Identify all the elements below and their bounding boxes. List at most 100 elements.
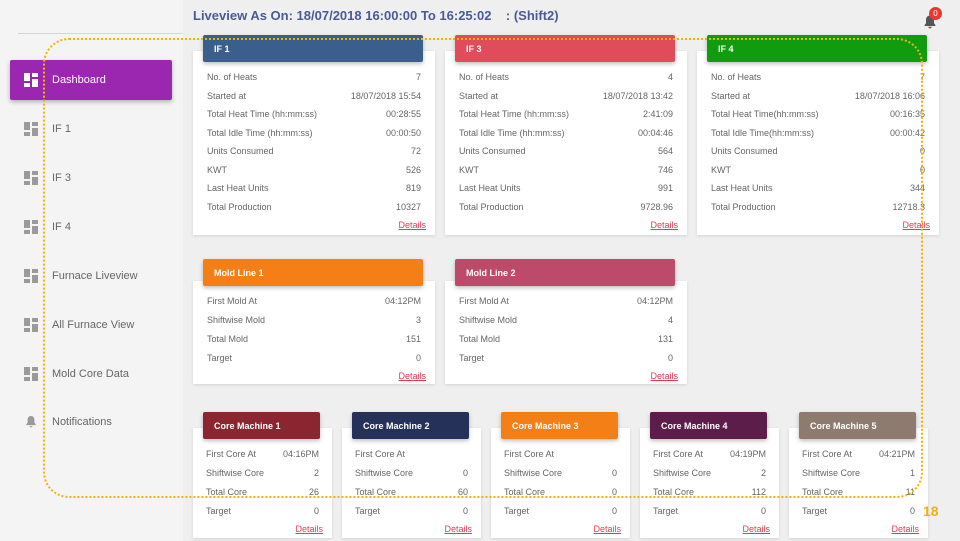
details-link[interactable]: Details bbox=[891, 524, 919, 534]
details-link[interactable]: Details bbox=[398, 220, 426, 230]
details-link[interactable]: Details bbox=[295, 524, 323, 534]
stat-row: First Core At bbox=[355, 449, 468, 463]
stat-row: Target 0 bbox=[355, 506, 468, 520]
sidebar-item-dashboard[interactable]: Dashboard bbox=[10, 60, 172, 100]
details-link[interactable]: Details bbox=[650, 220, 678, 230]
stat-row: Target 0 bbox=[206, 506, 319, 520]
stat-row: Total Core 0 bbox=[504, 487, 617, 501]
stat-label: Target bbox=[504, 506, 530, 516]
core-machine-card-core-machine-4: Core Machine 4 First Core At 04:19PM Shiftw… bbox=[640, 412, 779, 538]
stat-value: 18/07/2018 15:54 bbox=[350, 90, 421, 101]
sidebar-item-label: Notifications bbox=[52, 416, 112, 428]
stat-label: Total Core bbox=[355, 487, 397, 497]
stat-value: 2 bbox=[313, 468, 319, 478]
stat-value: 7 bbox=[415, 72, 421, 82]
details-link[interactable]: Details bbox=[650, 371, 678, 381]
stat-value: 00:00:42 bbox=[889, 127, 925, 138]
stat-row: Shiftwise Core 2 bbox=[206, 468, 319, 482]
card-title: IF 3 bbox=[466, 43, 482, 54]
stat-row: Shiftwise Core 0 bbox=[355, 468, 468, 482]
sidebar-item-notifications[interactable]: Notifications bbox=[10, 402, 172, 442]
sidebar-item-furnace-liveview[interactable]: Furnace Liveview bbox=[10, 256, 172, 296]
stat-label: Shiftwise Core bbox=[504, 468, 563, 478]
card-header: Core Machine 5 bbox=[799, 412, 916, 439]
stat-row: Target 0 bbox=[802, 506, 915, 520]
stat-row: Total Production 9728.96 bbox=[459, 202, 673, 216]
sidebar-item-label: All Furnace View bbox=[52, 319, 135, 331]
stat-label: Total Production bbox=[459, 201, 524, 212]
stat-value: 18/07/2018 13:42 bbox=[602, 90, 673, 101]
stat-label: Total Idle Time(hh:mm:ss) bbox=[711, 127, 815, 138]
furnace-card-if-3: IF 3 No. of Heats 4 Started at 18/07/2018 13… bbox=[445, 35, 687, 235]
stat-label: Total Core bbox=[653, 487, 695, 497]
sidebar-item-if-3[interactable]: IF 3 bbox=[10, 158, 172, 198]
stat-label: Total Heat Time (hh:mm:ss) bbox=[459, 109, 570, 119]
stat-row: Last Heat Units 991 bbox=[459, 183, 673, 197]
card-title: Core Machine 1 bbox=[214, 420, 281, 431]
stat-row: First Core At 04:21PM bbox=[802, 449, 915, 463]
stat-label: Shiftwise Mold bbox=[207, 315, 266, 325]
stat-row: Started at 18/07/2018 13:42 bbox=[459, 91, 673, 105]
stat-label: No. of Heats bbox=[207, 72, 258, 82]
stat-value: 04:12PM bbox=[384, 296, 421, 306]
stat-label: Target bbox=[206, 506, 232, 516]
details-link[interactable]: Details bbox=[444, 524, 472, 534]
stat-value: 0 bbox=[611, 487, 617, 497]
stat-row: Target 0 bbox=[653, 506, 766, 520]
stat-value: 0 bbox=[611, 468, 617, 478]
stat-row: Shiftwise Core 1 bbox=[802, 468, 915, 482]
sidebar-item-if-4[interactable]: IF 4 bbox=[10, 207, 172, 247]
dashboard-icon bbox=[24, 269, 38, 283]
dashboard-icon bbox=[24, 220, 38, 234]
stat-value: 1 bbox=[909, 468, 915, 478]
stat-row: Total Core 11 bbox=[802, 487, 915, 501]
stat-value: 2:41:09 bbox=[642, 109, 673, 119]
stat-row: Target 0 bbox=[459, 353, 673, 367]
stat-value: 0 bbox=[611, 506, 617, 516]
card-header: Mold Line 1 bbox=[203, 259, 423, 286]
details-link[interactable]: Details bbox=[902, 220, 930, 230]
stat-label: Started at bbox=[207, 90, 247, 101]
sidebar-item-label: IF 3 bbox=[52, 172, 71, 184]
stat-row: Total Core 60 bbox=[355, 487, 468, 501]
stat-row: Total Mold 131 bbox=[459, 334, 673, 348]
stat-row: KWT 0 bbox=[711, 165, 925, 179]
stat-value: 0 bbox=[462, 506, 468, 516]
stat-label: Units Consumed bbox=[459, 146, 526, 156]
stat-label: Total Core bbox=[206, 487, 248, 497]
sidebar-item-mold-core-data[interactable]: Mold Core Data bbox=[10, 354, 172, 394]
stat-row: Total Heat Time (hh:mm:ss) 2:41:09 bbox=[459, 109, 673, 123]
stat-row: No. of Heats 7 bbox=[207, 72, 421, 86]
stat-label: Shiftwise Mold bbox=[459, 315, 518, 325]
core-machine-card-core-machine-2: Core Machine 2 First Core At Shiftwise Cor… bbox=[342, 412, 481, 538]
stat-value: 60 bbox=[457, 487, 468, 497]
stat-label: Total Mold bbox=[459, 334, 501, 344]
stat-row: Total Core 26 bbox=[206, 487, 319, 501]
stat-row: No. of Heats 4 bbox=[459, 72, 673, 86]
stat-row: Total Idle Time (hh:mm:ss) 00:00:50 bbox=[207, 128, 421, 142]
stat-value: 2 bbox=[760, 468, 766, 478]
stat-value: 0 bbox=[313, 506, 319, 516]
stat-row: First Mold At 04:12PM bbox=[459, 296, 673, 310]
card-header: Core Machine 2 bbox=[352, 412, 469, 439]
stat-row: Total Idle Time(hh:mm:ss) 00:00:42 bbox=[711, 128, 925, 142]
stat-label: Target bbox=[459, 353, 485, 363]
card-title: IF 1 bbox=[214, 43, 230, 54]
details-link[interactable]: Details bbox=[398, 371, 426, 381]
details-link[interactable]: Details bbox=[593, 524, 621, 534]
stat-value: 0 bbox=[919, 146, 925, 156]
stat-label: Target bbox=[355, 506, 381, 516]
stat-value: 746 bbox=[657, 164, 673, 175]
stat-row: First Core At 04:16PM bbox=[206, 449, 319, 463]
stat-value: 3 bbox=[415, 315, 421, 325]
details-link[interactable]: Details bbox=[742, 524, 770, 534]
stat-value: 131 bbox=[657, 334, 673, 344]
furnace-card-if-1: IF 1 No. of Heats 7 Started at 18/07/2018 15… bbox=[193, 35, 435, 235]
stat-value: 0 bbox=[919, 164, 925, 175]
card-title: Core Machine 3 bbox=[512, 420, 579, 431]
sidebar-item-all-furnace-view[interactable]: All Furnace View bbox=[10, 305, 172, 345]
card-title: Core Machine 5 bbox=[810, 420, 877, 431]
stat-row: First Core At 04:19PM bbox=[653, 449, 766, 463]
sidebar-item-if-1[interactable]: IF 1 bbox=[10, 109, 172, 149]
mold-line-card-mold-line-1: Mold Line 1 First Mold At 04:12PM Shiftwise… bbox=[193, 259, 435, 384]
